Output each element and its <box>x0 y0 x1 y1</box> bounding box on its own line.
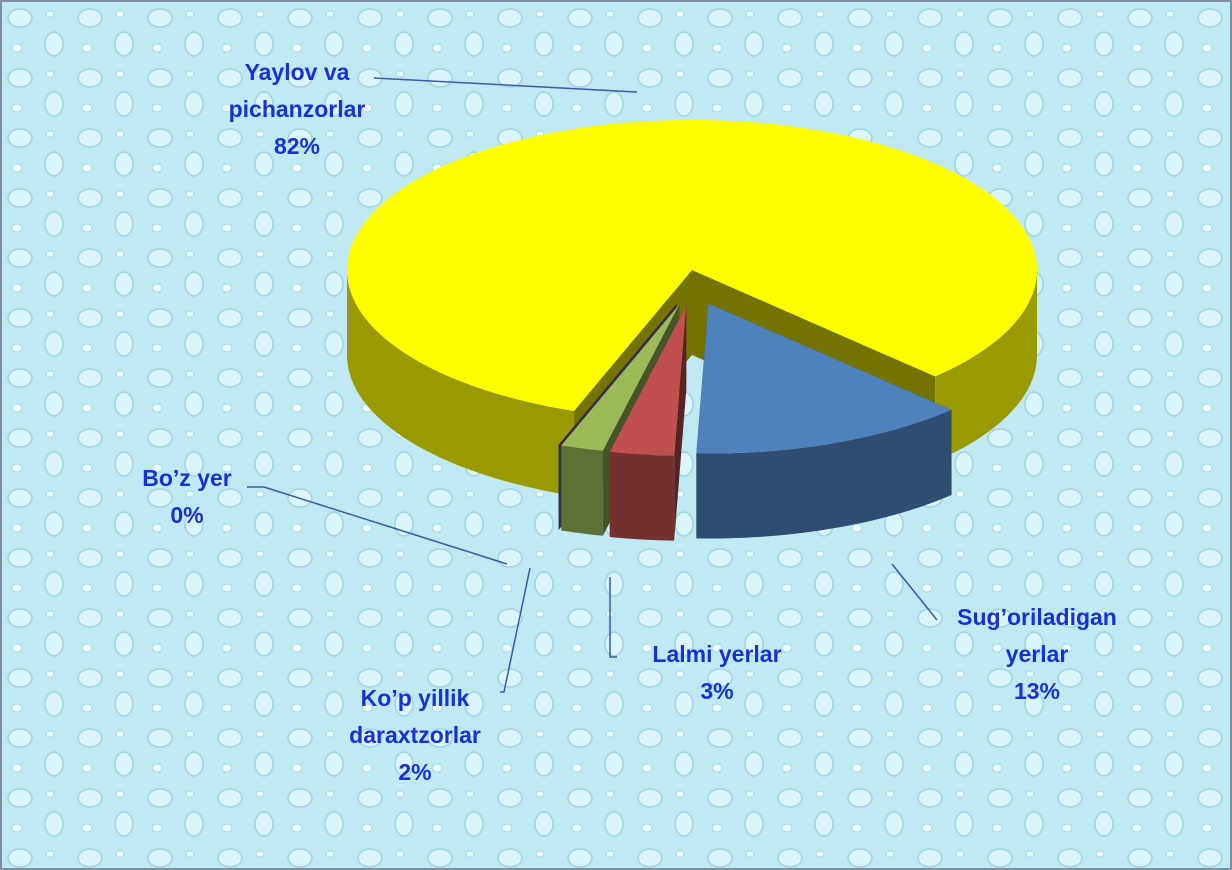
slice-side <box>674 305 687 541</box>
slice-top <box>561 304 680 451</box>
slice-wall <box>609 451 675 541</box>
slice <box>696 303 952 539</box>
leader-lines <box>247 77 938 693</box>
leader-line <box>891 563 938 621</box>
slice-top <box>347 120 1037 411</box>
data-label: Lalmi yerlar 3% <box>652 641 782 704</box>
leader-line <box>247 486 508 565</box>
leader-line <box>500 567 531 693</box>
data-label: Ko’p yillik daraxtzorlar 2% <box>349 685 481 785</box>
data-label: Bo’z yer 0% <box>142 465 232 528</box>
slice-wall <box>935 271 1037 462</box>
slice <box>609 305 687 541</box>
slice-wall <box>347 271 575 496</box>
data-label: Sug’oriladigan yerlar 13% <box>957 604 1117 704</box>
slice-wall <box>561 445 603 536</box>
pie <box>347 120 1037 541</box>
slice-wall <box>696 409 952 539</box>
data-label: Yaylov va pichanzorlar 82% <box>228 59 366 159</box>
leader-line <box>373 77 638 93</box>
slice-top <box>609 305 687 456</box>
slice-top <box>696 303 952 454</box>
leader-line <box>609 577 617 658</box>
